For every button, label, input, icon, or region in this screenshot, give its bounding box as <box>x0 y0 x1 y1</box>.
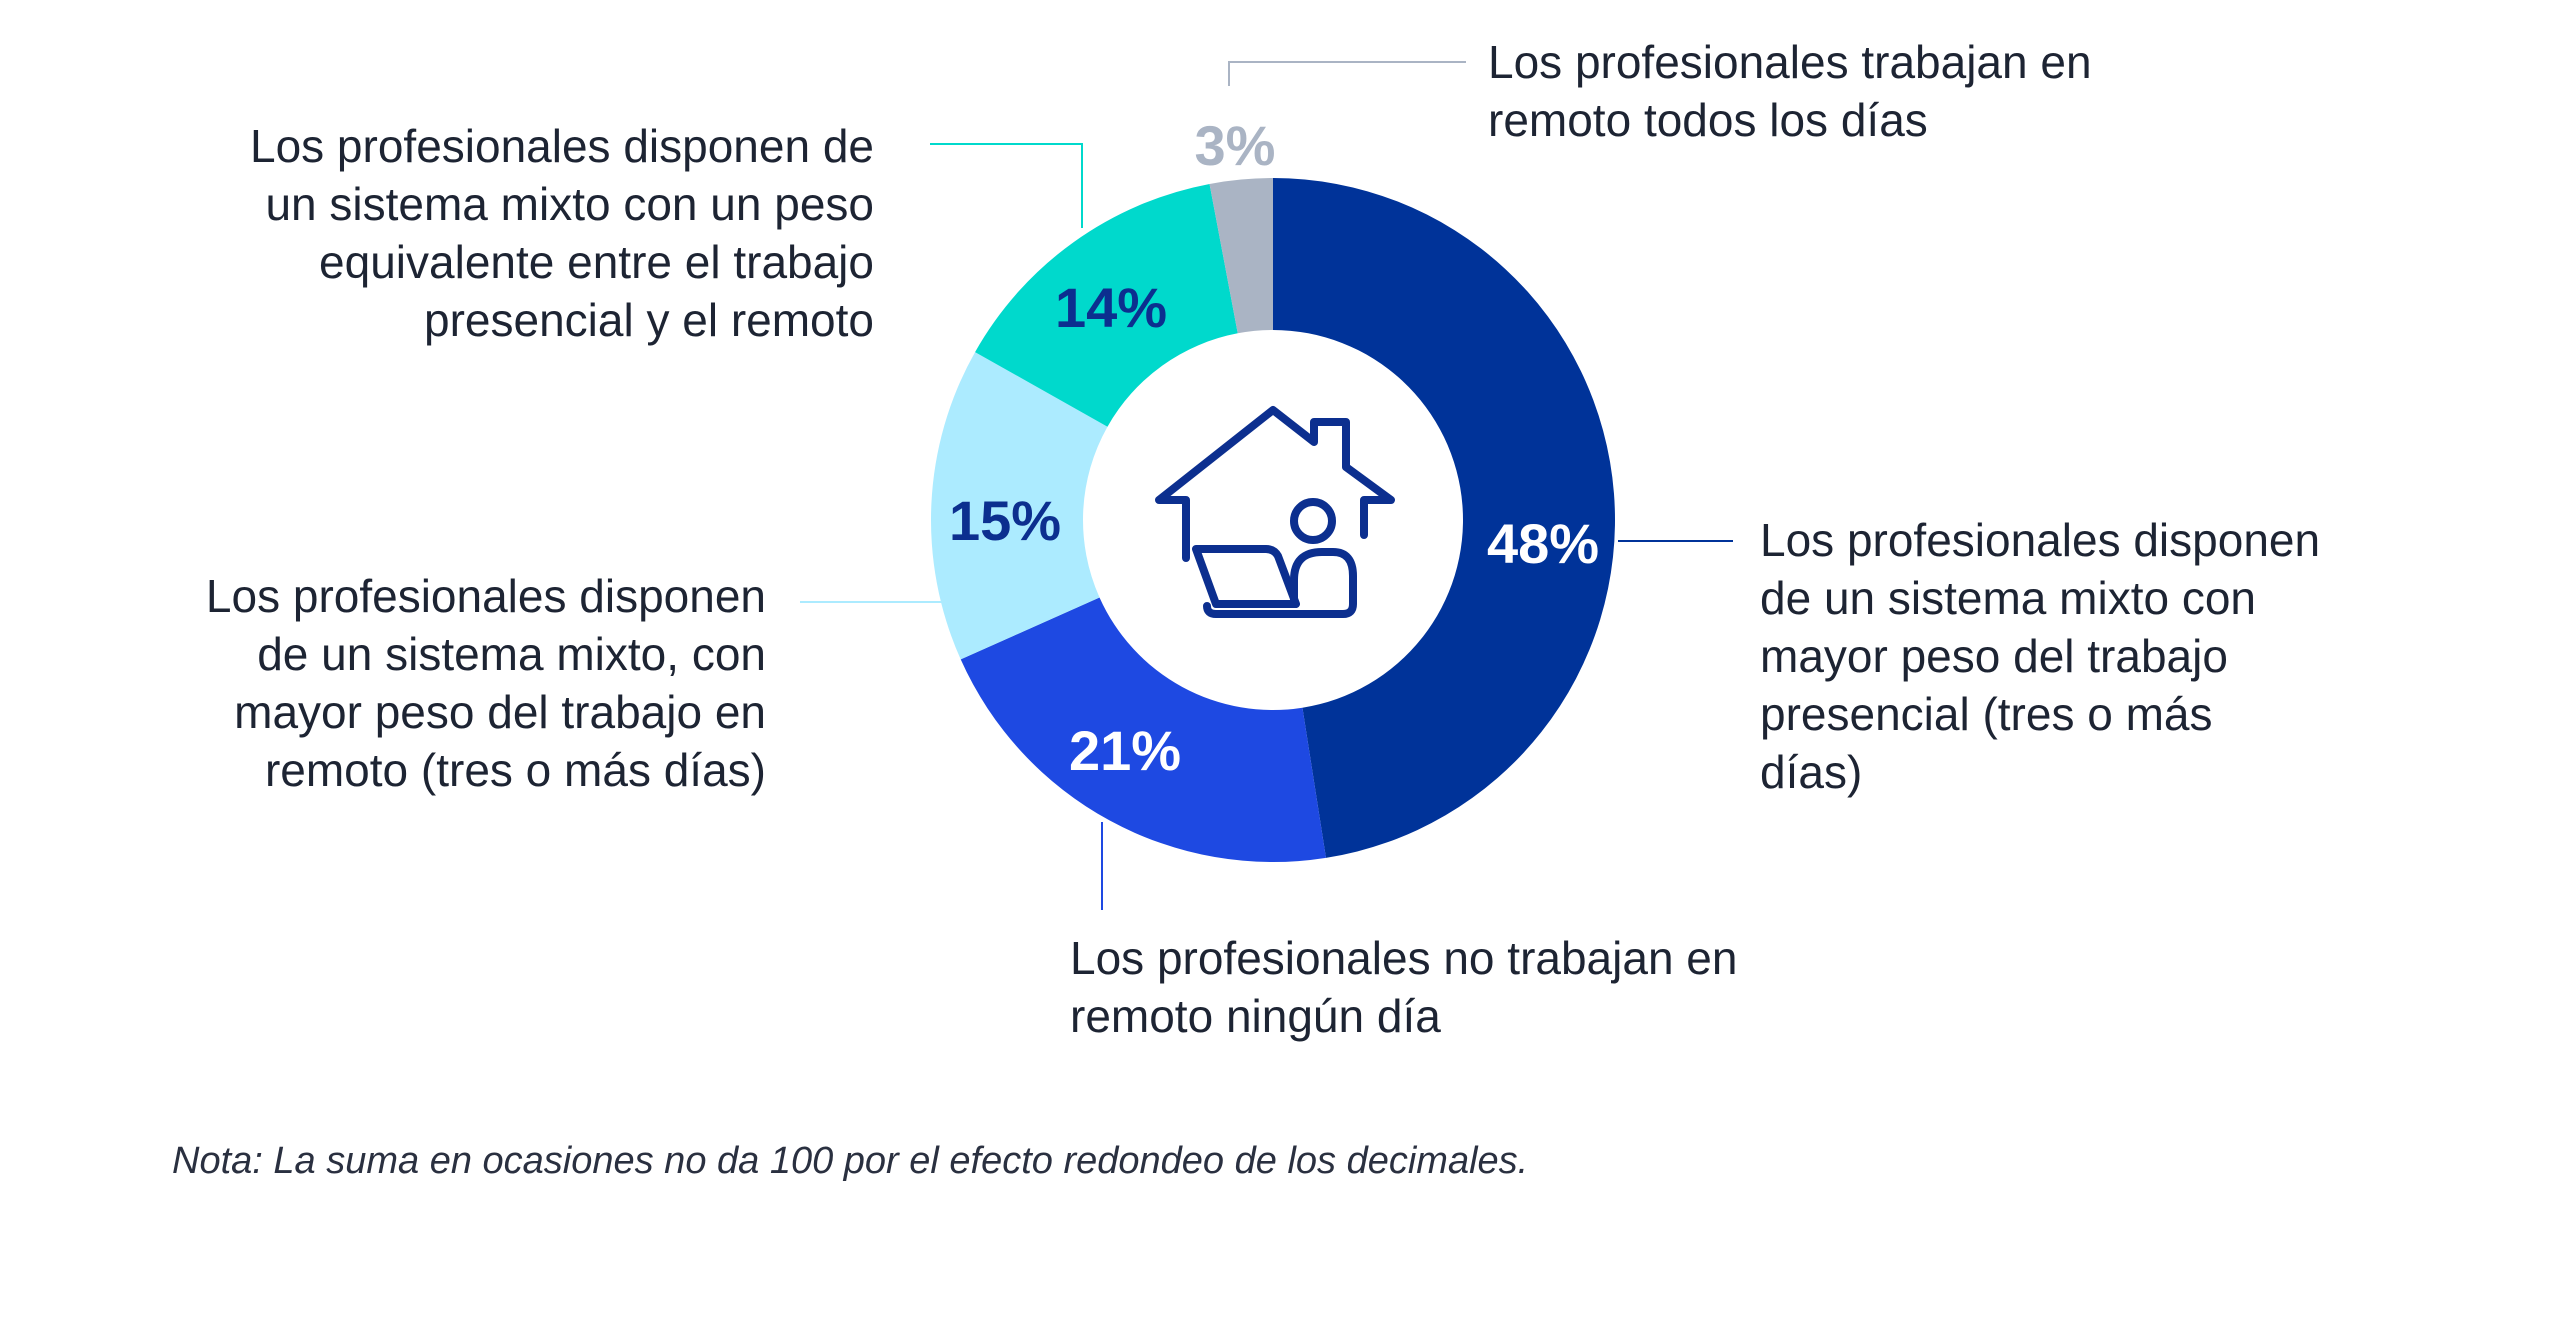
slice-1 <box>960 597 1326 862</box>
slice-4 <box>1209 178 1273 334</box>
slice-category-label: Los profesionales disponen de un sistema … <box>206 570 766 796</box>
slice-category-label: Los profesionales no trabajan en remoto n… <box>1070 932 1737 1042</box>
leader-line <box>930 143 1083 228</box>
slice-value-label: 21% <box>1069 719 1181 782</box>
footnote: Nota: La suma en ocasiones no da 100 por… <box>172 1140 1529 1182</box>
donut-slices <box>930 178 1616 862</box>
leader-lines <box>800 61 1733 910</box>
slice-value-label: 48% <box>1487 512 1599 575</box>
house-person-laptop-icon <box>1155 406 1395 618</box>
slice-value-label: 3% <box>1195 114 1276 177</box>
leader-line <box>1228 61 1466 86</box>
slice-category-label: Los profesionales disponen de un sistema … <box>1760 514 2320 798</box>
slice-2 <box>930 352 1108 660</box>
slice-value-label: 14% <box>1055 276 1167 339</box>
slice-0 <box>1273 178 1616 858</box>
slice-value-label: 15% <box>949 489 1061 552</box>
slice-category-label: Los profesionales disponen de un sistema … <box>250 120 874 346</box>
slice-3 <box>975 183 1238 427</box>
slice-category-label: Los profesionales trabajan en remoto todo… <box>1488 36 2092 146</box>
